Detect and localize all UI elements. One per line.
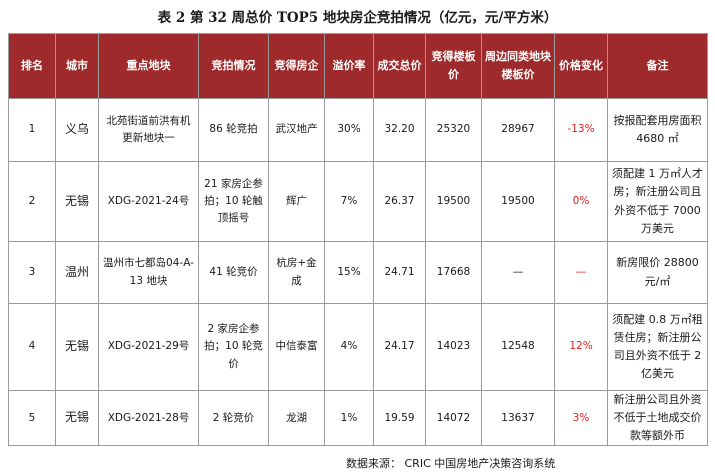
cell-plot: XDG-2021-24号 [98, 161, 199, 242]
cell-remark: 须配建 1 万㎡人才房；新注册公司且外资不低于 7000 万美元 [607, 161, 708, 242]
cell-change: — [554, 241, 608, 304]
cell-change: 3% [554, 389, 608, 447]
cell-plot: 北苑街道前洪有机更新地块一 [98, 98, 199, 162]
cell-premium: 15% [324, 241, 374, 304]
cell-floor-price: 14023 [425, 303, 482, 391]
cell-floor-price: 17668 [425, 241, 482, 304]
col-header-plot: 重点地块 [98, 33, 199, 99]
cell-premium: 30% [324, 98, 374, 162]
table-title: 表 2 第 32 周总价 TOP5 地块房企竞拍情况（亿元，元/平方米） [157, 10, 558, 26]
cell-nearby-price: 12548 [481, 303, 555, 391]
cell-total: 32.20 [373, 98, 426, 162]
table-row: 2 无锡 XDG-2021-24号 21 家房企参拍；10 轮触顶摇号 辉广 7… [8, 161, 708, 242]
cell-city: 温州 [55, 241, 99, 304]
table-row: 5 无锡 XDG-2021-28号 2 轮竞价 龙湖 1% 19.59 1407… [8, 389, 708, 447]
cell-winner: 辉广 [268, 161, 325, 242]
cell-total: 24.71 [373, 241, 426, 304]
cell-remark: 按报配套用房面积 4680 ㎡ [607, 98, 708, 162]
cell-auction: 2 轮竞价 [198, 389, 269, 447]
cell-city: 无锡 [55, 389, 99, 447]
cell-auction: 2 家房企参拍；10 轮竞价 [198, 303, 269, 391]
cell-city: 无锡 [55, 303, 99, 391]
cell-city: 无锡 [55, 161, 99, 242]
table-row: 1 义乌 北苑街道前洪有机更新地块一 86 轮竞拍 武汉地产 30% 32.20… [8, 98, 708, 162]
cell-nearby-price: 13637 [481, 389, 555, 447]
col-header-remark: 备注 [607, 33, 708, 99]
cell-rank: 1 [8, 98, 56, 162]
cell-remark: 新注册公司且外资不低于土地成交价款等额外币 [607, 389, 708, 447]
col-header-rank: 排名 [8, 33, 56, 99]
col-header-city: 城市 [55, 33, 99, 99]
cell-change: -13% [554, 98, 608, 162]
cell-plot: 温州市七都岛04-A-13 地块 [98, 241, 199, 304]
col-header-premium: 溢价率 [324, 33, 374, 99]
cell-total: 26.37 [373, 161, 426, 242]
cell-winner: 武汉地产 [268, 98, 325, 162]
cell-change: 0% [554, 161, 608, 242]
cell-auction: 21 家房企参拍；10 轮触顶摇号 [198, 161, 269, 242]
cell-remark: 新房限价 28800 元/㎡ [607, 241, 708, 304]
col-header-nearby-price: 周边同类地块楼板价 [481, 33, 555, 99]
cell-rank: 2 [8, 161, 56, 242]
cell-winner: 中信泰富 [268, 303, 325, 391]
cell-auction: 86 轮竞拍 [198, 98, 269, 162]
col-header-winner: 竞得房企 [268, 33, 325, 99]
col-header-total: 成交总价 [373, 33, 426, 99]
cell-floor-price: 19500 [425, 161, 482, 242]
cell-rank: 4 [8, 303, 56, 391]
cell-rank: 3 [8, 241, 56, 304]
table-row: 3 温州 温州市七都岛04-A-13 地块 41 轮竞价 杭房+金成 15% 2… [8, 241, 708, 304]
data-source-note: 数据来源： CRIC 中国房地产决策咨询系统 [346, 457, 556, 470]
cell-nearby-price: 28967 [481, 98, 555, 162]
top5-land-table: 排名 城市 重点地块 竞拍情况 竞得房企 溢价率 成交总价 竞得楼板价 周边同类… [8, 33, 708, 447]
col-header-auction: 竞拍情况 [198, 33, 269, 99]
cell-plot: XDG-2021-28号 [98, 389, 199, 447]
col-header-change: 价格变化 [554, 33, 608, 99]
cell-plot: XDG-2021-29号 [98, 303, 199, 391]
cell-total: 19.59 [373, 389, 426, 447]
cell-nearby-price: 19500 [481, 161, 555, 242]
cell-rank: 5 [8, 389, 56, 447]
table-row: 4 无锡 XDG-2021-29号 2 家房企参拍；10 轮竞价 中信泰富 4%… [8, 303, 708, 391]
col-header-floor-price: 竞得楼板价 [425, 33, 482, 99]
cell-total: 24.17 [373, 303, 426, 391]
cell-auction: 41 轮竞价 [198, 241, 269, 304]
cell-floor-price: 25320 [425, 98, 482, 162]
cell-premium: 7% [324, 161, 374, 242]
cell-premium: 4% [324, 303, 374, 391]
header-row: 排名 城市 重点地块 竞拍情况 竞得房企 溢价率 成交总价 竞得楼板价 周边同类… [8, 33, 708, 99]
cell-winner: 龙湖 [268, 389, 325, 447]
cell-change: 12% [554, 303, 608, 391]
cell-city: 义乌 [55, 98, 99, 162]
cell-remark: 须配建 0.8 万㎡租赁住房；新注册公司且外资不低于 2 亿美元 [607, 303, 708, 391]
cell-premium: 1% [324, 389, 374, 447]
cell-nearby-price: — [481, 241, 555, 304]
cell-floor-price: 14072 [425, 389, 482, 447]
cell-winner: 杭房+金成 [268, 241, 325, 304]
